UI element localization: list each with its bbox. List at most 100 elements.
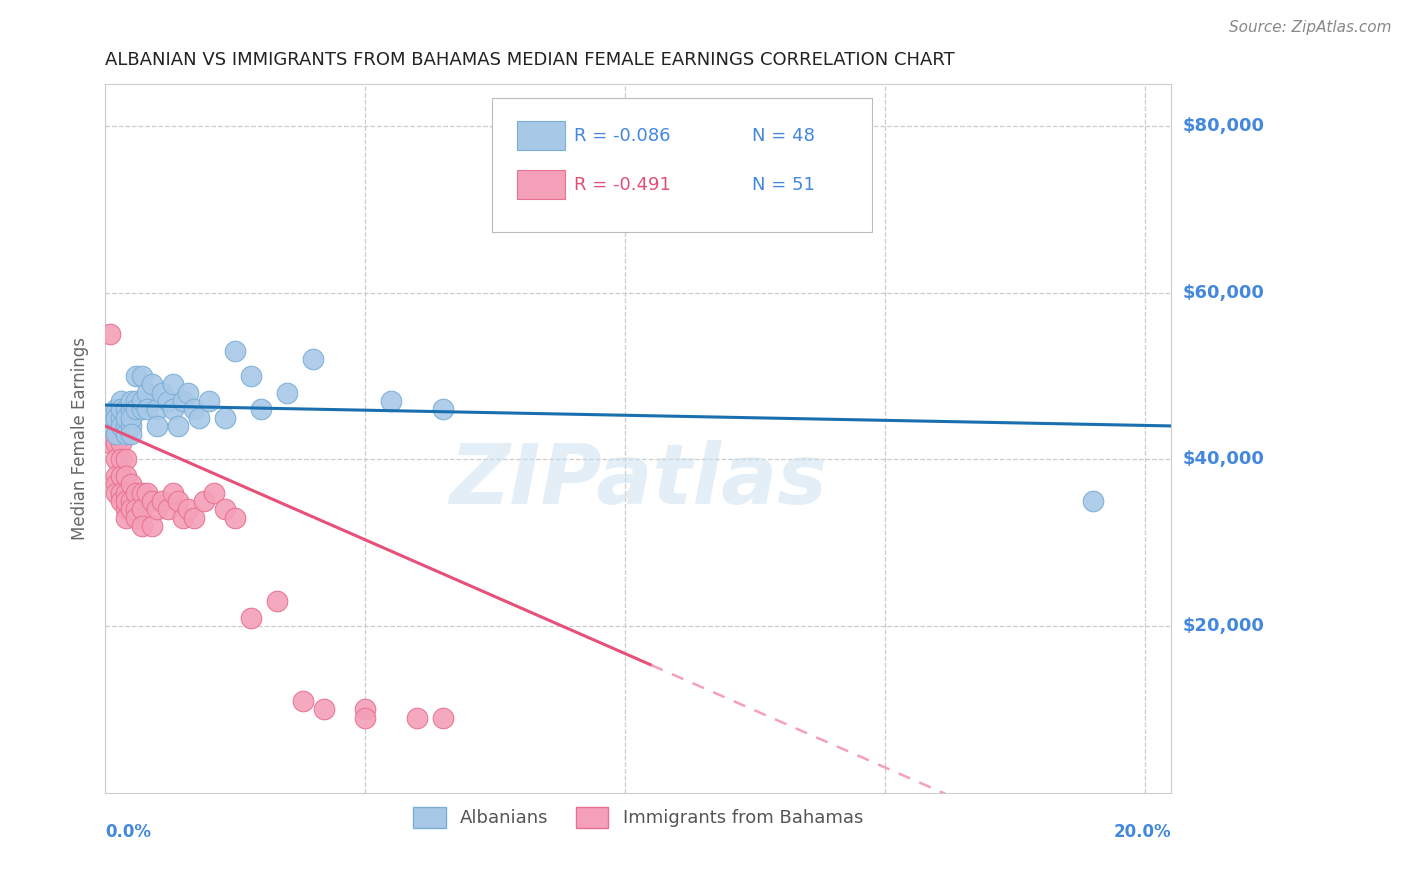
- Point: [104, 485, 127, 500]
- Point: [214, 502, 236, 516]
- Point: [125, 502, 148, 516]
- Point: [120, 402, 142, 417]
- Point: [302, 352, 325, 367]
- Point: [100, 410, 122, 425]
- Point: [146, 419, 169, 434]
- Point: [125, 510, 148, 524]
- Point: [162, 402, 184, 417]
- Text: N = 48: N = 48: [752, 127, 815, 145]
- Point: [162, 377, 184, 392]
- Legend: Albanians, Immigrants from Bahamas: Albanians, Immigrants from Bahamas: [406, 799, 870, 835]
- Point: [183, 402, 205, 417]
- Point: [125, 393, 148, 408]
- Point: [110, 402, 132, 417]
- Point: [162, 485, 184, 500]
- Point: [156, 502, 179, 516]
- Point: [172, 393, 194, 408]
- Point: [380, 393, 402, 408]
- Point: [224, 343, 246, 358]
- Text: $20,000: $20,000: [1182, 617, 1264, 635]
- Point: [354, 711, 377, 725]
- Text: $80,000: $80,000: [1182, 117, 1264, 135]
- Point: [110, 494, 132, 508]
- Point: [167, 494, 190, 508]
- Point: [100, 427, 122, 442]
- Point: [141, 494, 163, 508]
- Point: [120, 502, 142, 516]
- Point: [120, 393, 142, 408]
- Point: [177, 502, 200, 516]
- Point: [110, 419, 132, 434]
- Text: 20.0%: 20.0%: [1114, 823, 1171, 841]
- Point: [193, 494, 215, 508]
- Point: [100, 435, 122, 450]
- Point: [104, 477, 127, 491]
- Point: [120, 477, 142, 491]
- Point: [115, 452, 138, 467]
- Text: $60,000: $60,000: [1182, 284, 1264, 301]
- Point: [120, 427, 142, 442]
- Point: [100, 327, 122, 342]
- Point: [1083, 494, 1105, 508]
- Point: [115, 427, 138, 442]
- Point: [115, 510, 138, 524]
- Point: [312, 702, 335, 716]
- Point: [224, 510, 246, 524]
- Point: [187, 410, 209, 425]
- Point: [115, 494, 138, 508]
- Point: [104, 469, 127, 483]
- Point: [239, 610, 262, 624]
- Text: R = -0.491: R = -0.491: [574, 176, 671, 194]
- Point: [167, 419, 190, 434]
- Point: [141, 519, 163, 533]
- Point: [115, 469, 138, 483]
- Point: [354, 702, 377, 716]
- Text: R = -0.086: R = -0.086: [574, 127, 671, 145]
- Point: [406, 711, 429, 725]
- Point: [131, 519, 153, 533]
- Point: [204, 485, 226, 500]
- Point: [131, 502, 153, 516]
- Point: [177, 385, 200, 400]
- Point: [110, 393, 132, 408]
- Point: [432, 711, 454, 725]
- Point: [432, 402, 454, 417]
- Point: [146, 502, 169, 516]
- Point: [115, 410, 138, 425]
- Point: [125, 368, 148, 383]
- Point: [110, 410, 132, 425]
- Point: [125, 485, 148, 500]
- Point: [120, 419, 142, 434]
- Point: [115, 419, 138, 434]
- Point: [120, 494, 142, 508]
- Text: Source: ZipAtlas.com: Source: ZipAtlas.com: [1229, 20, 1392, 35]
- Point: [135, 402, 157, 417]
- Point: [291, 694, 314, 708]
- Point: [131, 368, 153, 383]
- Point: [110, 485, 132, 500]
- Point: [110, 469, 132, 483]
- Point: [115, 402, 138, 417]
- Point: [104, 452, 127, 467]
- Text: N = 51: N = 51: [752, 176, 815, 194]
- Point: [152, 494, 174, 508]
- Point: [104, 410, 127, 425]
- Point: [250, 402, 273, 417]
- Point: [110, 452, 132, 467]
- Point: [276, 385, 298, 400]
- Point: [239, 368, 262, 383]
- Y-axis label: Median Female Earnings: Median Female Earnings: [72, 337, 89, 540]
- Text: $40,000: $40,000: [1182, 450, 1264, 468]
- Point: [198, 393, 221, 408]
- Point: [120, 410, 142, 425]
- Point: [266, 594, 288, 608]
- Point: [115, 502, 138, 516]
- Point: [131, 393, 153, 408]
- Point: [104, 402, 127, 417]
- Text: ALBANIAN VS IMMIGRANTS FROM BAHAMAS MEDIAN FEMALE EARNINGS CORRELATION CHART: ALBANIAN VS IMMIGRANTS FROM BAHAMAS MEDI…: [105, 51, 955, 69]
- Point: [135, 485, 157, 500]
- Point: [100, 419, 122, 434]
- Text: ZIPatlas: ZIPatlas: [450, 441, 827, 522]
- Point: [146, 402, 169, 417]
- Point: [115, 485, 138, 500]
